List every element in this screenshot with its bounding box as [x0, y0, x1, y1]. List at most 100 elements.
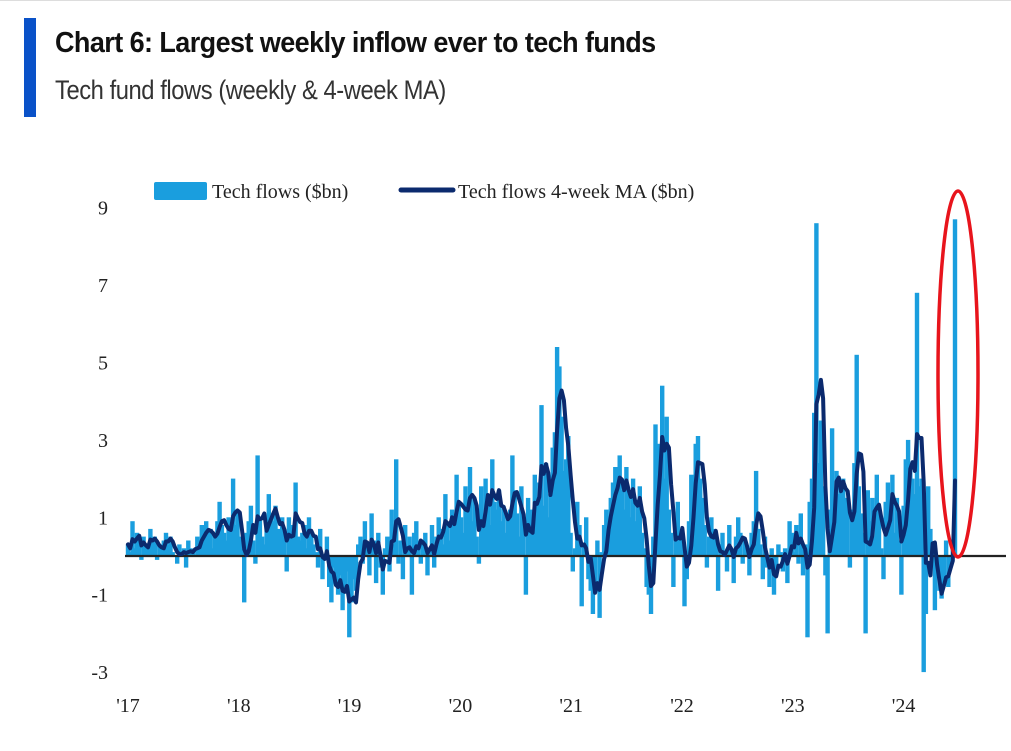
bar — [700, 497, 705, 556]
bar — [774, 556, 779, 576]
bar — [914, 292, 920, 556]
bar — [476, 556, 482, 564]
bar — [313, 552, 318, 556]
bar — [237, 536, 242, 556]
bar — [239, 548, 245, 556]
bar — [284, 556, 289, 572]
bar — [566, 436, 571, 556]
bar — [235, 509, 240, 556]
bar — [362, 521, 368, 556]
bar — [125, 544, 131, 556]
bar — [753, 470, 759, 556]
bar — [932, 556, 938, 611]
bar — [776, 544, 781, 556]
bar — [592, 556, 598, 587]
bar — [686, 521, 692, 556]
bar — [255, 455, 260, 556]
y-tick-label: -1 — [91, 585, 108, 607]
bar — [559, 416, 564, 556]
bar — [429, 525, 435, 556]
bar — [183, 556, 189, 568]
bar — [186, 540, 191, 556]
bar — [798, 513, 803, 556]
bar — [445, 525, 450, 556]
bar — [365, 548, 370, 556]
bar — [662, 478, 667, 556]
bar — [630, 478, 636, 556]
bar — [514, 513, 520, 556]
chart-subtitle: Tech fund flows (weekly & 4-week MA) — [55, 75, 446, 105]
bar — [367, 556, 372, 576]
bar — [170, 552, 175, 556]
bar — [724, 556, 730, 572]
bar — [262, 544, 267, 556]
bar — [382, 548, 388, 556]
bar — [344, 556, 350, 572]
bar — [501, 505, 506, 556]
bar — [432, 556, 437, 568]
bar — [251, 540, 256, 556]
bar — [814, 223, 819, 556]
bar — [139, 556, 144, 560]
bar — [228, 528, 233, 556]
bar — [175, 556, 180, 564]
bar — [720, 532, 725, 556]
highlight-ellipse — [936, 189, 980, 559]
bar — [642, 548, 647, 556]
bar — [872, 536, 877, 556]
bar — [177, 544, 182, 556]
bar — [208, 528, 213, 556]
bar — [595, 540, 600, 556]
bar — [503, 532, 508, 556]
bar — [496, 490, 502, 556]
bar — [579, 556, 584, 607]
bar — [584, 517, 589, 556]
bar — [879, 548, 884, 556]
chart-title: Chart 6: Largest weekly inflow ever to t… — [55, 27, 656, 59]
bar — [411, 532, 417, 556]
bar — [769, 548, 774, 556]
y-axis: 9 7 5 3 1 -1 -3 — [91, 198, 108, 684]
bar — [785, 556, 790, 584]
bar — [756, 528, 761, 556]
bar — [847, 556, 853, 568]
bar — [910, 478, 915, 556]
bar — [166, 544, 171, 556]
bar — [885, 482, 891, 556]
bar — [894, 497, 900, 556]
bar — [807, 501, 812, 556]
bar — [543, 463, 549, 556]
bar — [487, 525, 493, 556]
bar — [353, 556, 359, 591]
bar — [865, 490, 870, 556]
bar — [876, 509, 882, 556]
bar — [297, 540, 303, 556]
bar — [715, 556, 721, 591]
bar — [137, 540, 142, 556]
bar — [917, 486, 922, 556]
bar — [668, 532, 674, 556]
bar — [268, 513, 274, 556]
bar — [521, 521, 526, 556]
bar — [253, 556, 258, 564]
bar — [713, 540, 718, 556]
bar — [204, 521, 209, 556]
bar — [758, 544, 763, 556]
bar — [534, 501, 540, 556]
bar — [356, 544, 361, 556]
bar — [273, 505, 278, 556]
bar — [639, 532, 645, 556]
bar — [863, 556, 868, 634]
bar — [899, 556, 904, 595]
bar — [373, 556, 379, 584]
bar — [324, 536, 330, 556]
bar — [300, 532, 305, 556]
bar — [490, 459, 495, 557]
legend-swatch-bars — [154, 182, 207, 200]
bar — [320, 556, 325, 580]
bar — [331, 556, 336, 568]
bar — [704, 556, 710, 568]
bar — [541, 505, 546, 556]
bar — [311, 544, 316, 556]
